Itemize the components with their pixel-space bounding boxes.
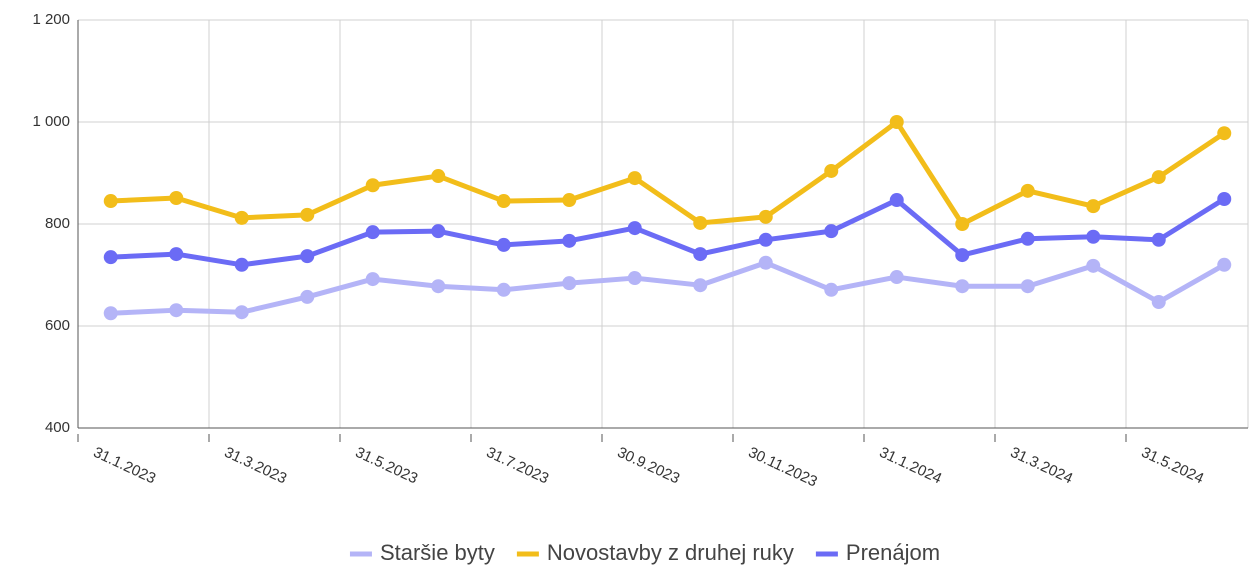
- data-point: [300, 289, 315, 304]
- data-point: [300, 207, 315, 222]
- x-tick-label: 31.3.2023: [222, 444, 290, 488]
- data-point: [562, 276, 577, 291]
- x-tick-label: 31.7.2023: [484, 444, 552, 488]
- data-point: [103, 306, 118, 321]
- data-point: [365, 178, 380, 193]
- data-point: [693, 247, 708, 262]
- data-point: [824, 224, 839, 239]
- data-point: [169, 303, 184, 318]
- data-point: [1086, 229, 1101, 244]
- data-point: [1086, 258, 1101, 273]
- data-point: [955, 279, 970, 294]
- x-tick-label: 31.3.2024: [1008, 444, 1076, 488]
- y-tick-label: 1 000: [32, 113, 70, 130]
- data-point: [496, 282, 511, 297]
- legend-label: Novostavby z druhej ruky: [547, 540, 794, 565]
- data-point: [1151, 170, 1166, 185]
- x-tick-label: 30.9.2023: [615, 444, 683, 488]
- data-point: [889, 115, 904, 129]
- y-tick-label: 600: [45, 317, 70, 334]
- data-point: [1217, 192, 1232, 207]
- data-point: [955, 248, 970, 263]
- y-tick-label: 800: [45, 215, 70, 232]
- data-point: [562, 193, 577, 208]
- x-tick-label: 31.5.2023: [353, 444, 421, 488]
- data-point: [627, 171, 642, 186]
- data-point: [169, 190, 184, 205]
- data-point: [693, 278, 708, 293]
- y-tick-label: 400: [45, 419, 70, 436]
- data-point: [824, 282, 839, 297]
- x-tick-label: 31.1.2023: [91, 444, 159, 488]
- data-point: [889, 193, 904, 208]
- data-point: [300, 249, 315, 264]
- data-point: [103, 194, 118, 209]
- data-point: [365, 225, 380, 240]
- data-point: [1217, 126, 1232, 141]
- data-point: [234, 210, 249, 225]
- data-point: [1020, 231, 1035, 246]
- data-point: [431, 169, 446, 184]
- data-point: [496, 237, 511, 252]
- data-point: [1217, 257, 1232, 272]
- data-point: [1086, 199, 1101, 214]
- series-line: [110, 196, 1226, 268]
- data-point: [1151, 232, 1166, 247]
- x-tick-label: 31.5.2024: [1139, 444, 1207, 488]
- data-point: [169, 247, 184, 262]
- x-tick-label: 30.11.2023: [746, 444, 820, 491]
- data-point: [234, 257, 249, 272]
- data-point: [693, 215, 708, 230]
- data-point: [824, 163, 839, 178]
- legend: Staršie byty Novostavby z druhej ruky Pren…: [349, 540, 940, 565]
- data-point: [431, 279, 446, 294]
- x-tick-label: 31.1.2024: [877, 444, 945, 488]
- data-point: [1020, 279, 1035, 294]
- series-line: [110, 119, 1226, 227]
- y-tick-label: 1 200: [32, 11, 70, 28]
- data-point: [562, 233, 577, 248]
- legend-label: Staršie byty: [380, 540, 495, 565]
- data-point: [496, 194, 511, 209]
- data-point: [1020, 183, 1035, 198]
- series-line: [110, 260, 1226, 316]
- data-point: [365, 272, 380, 287]
- data-point: [889, 270, 904, 285]
- data-point: [103, 250, 118, 265]
- data-point: [627, 221, 642, 236]
- legend-label: Prenájom: [846, 540, 940, 565]
- data-point: [955, 217, 970, 231]
- data-point: [234, 305, 249, 320]
- data-point: [1151, 295, 1166, 310]
- data-point: [758, 255, 773, 270]
- data-point: [758, 209, 773, 224]
- data-point: [627, 271, 642, 286]
- data-point: [758, 232, 773, 247]
- data-point: [431, 224, 446, 239]
